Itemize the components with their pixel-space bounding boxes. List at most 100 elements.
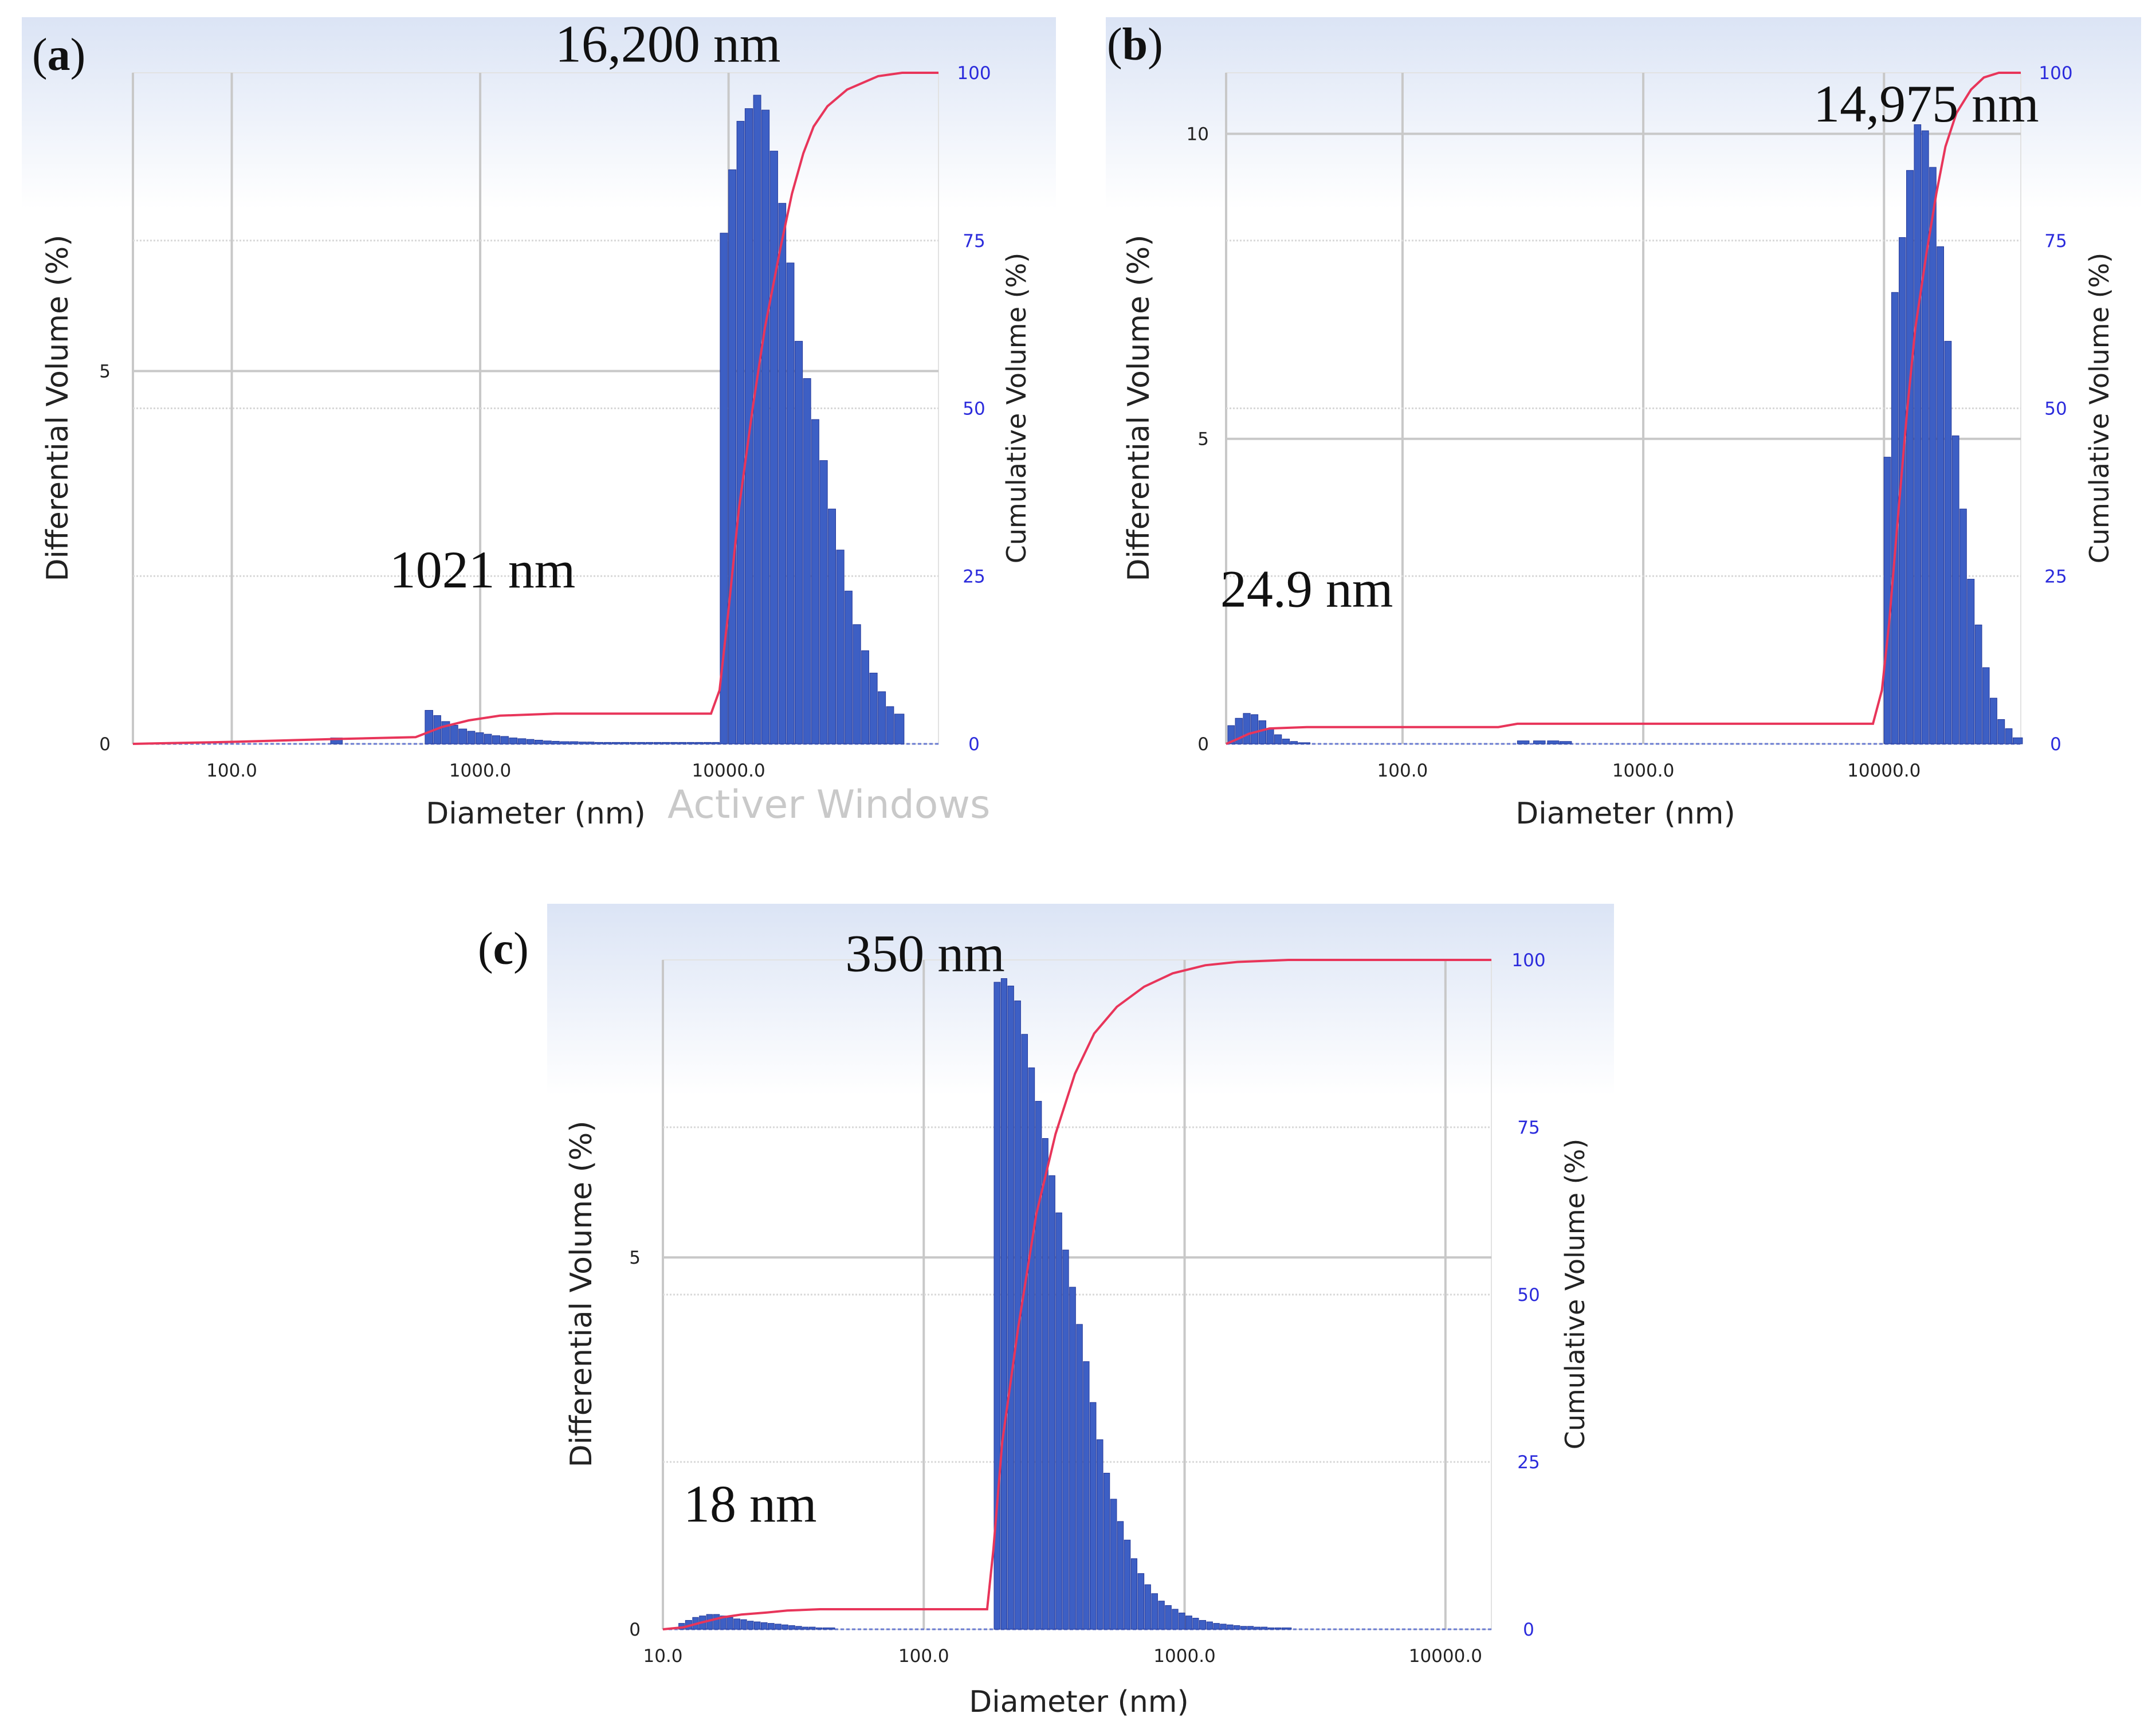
peak-annotation: 1021 nm [390, 540, 576, 599]
histogram-bar [1559, 741, 1572, 744]
y2-tick-label: 0 [1523, 1620, 1534, 1640]
histogram-bar [1227, 1624, 1234, 1630]
histogram-bar [761, 109, 770, 744]
y2-tick-label: 100 [1511, 950, 1545, 971]
histogram-bar [1206, 1621, 1213, 1630]
x-tick-label: 1000.0 [1612, 760, 1674, 781]
histogram-bar [653, 742, 662, 744]
histogram-bar [1042, 1138, 1048, 1630]
histogram-bar [425, 709, 433, 744]
histogram-bar [769, 151, 778, 744]
histogram-bar [795, 1626, 802, 1630]
histogram-bar [1929, 167, 1937, 744]
histogram-bar [1124, 1539, 1131, 1630]
histogram-bar [1282, 738, 1290, 744]
histogram-bar [500, 736, 509, 744]
histogram-bar [861, 650, 869, 744]
y2-tick-label: 100 [957, 63, 991, 84]
y-tick-label: 0 [629, 1620, 641, 1640]
histogram-bar [1990, 697, 1997, 744]
histogram-bar [1137, 1573, 1145, 1630]
histogram-bar [1055, 1212, 1062, 1630]
histogram-bar [760, 1622, 768, 1630]
histogram-bar [695, 742, 704, 744]
histogram-bar [1906, 170, 1914, 744]
histogram-bar [845, 590, 853, 744]
histogram-bar [1997, 719, 2005, 744]
histogram-bar [816, 1627, 823, 1630]
histogram-bar [822, 1627, 835, 1630]
y2-tick-label: 25 [2044, 566, 2067, 587]
panel-header-band [547, 904, 1614, 1096]
cumulative-curve [662, 959, 1491, 1630]
panel-label: (b) [1107, 19, 1163, 70]
histogram-bar [878, 691, 886, 744]
histogram-bar [1298, 742, 1310, 744]
x-tick-label: 100.0 [206, 760, 257, 781]
histogram-bar [753, 1621, 761, 1630]
histogram-bar [740, 1619, 747, 1630]
y2-axis-title: Cumulative Volume (%) [1001, 253, 1032, 563]
histogram-bar [744, 108, 753, 744]
histogram-bar [526, 739, 535, 744]
histogram-bar [1266, 728, 1274, 744]
histogram-bar [726, 1617, 733, 1630]
panel-label: (a) [32, 30, 85, 80]
histogram-bar [886, 706, 894, 744]
histogram-bar [1192, 1618, 1199, 1630]
y-tick-label: 0 [99, 734, 111, 755]
histogram-bar [1007, 985, 1014, 1630]
histogram-bar [484, 734, 492, 744]
histogram-bar [1090, 1402, 1097, 1630]
histogram-bar [808, 1626, 816, 1630]
histogram-bar [1274, 1627, 1282, 1630]
histogram-bar [1959, 508, 1967, 744]
peak-annotation: 14,975 nm [1813, 75, 2039, 133]
x-tick-label: 1000.0 [1153, 1646, 1215, 1667]
panel-header-band [1106, 17, 2141, 209]
histogram-bar [1048, 1175, 1055, 1630]
histogram-bar [853, 624, 861, 744]
histogram-bar [1185, 1616, 1192, 1630]
histogram-bar [1028, 1067, 1035, 1630]
peak-annotation: 16,200 nm [555, 14, 781, 73]
histogram-bar [1035, 1101, 1042, 1630]
histogram-bar [1967, 579, 1975, 744]
y-axis-title: Differential Volume (%) [1122, 234, 1156, 581]
chart-panel: 100.0 1000.0 10000.005100255075100Diameter… [1106, 17, 2141, 831]
histogram-bar [819, 460, 828, 744]
cumulative-curve [1226, 72, 2021, 745]
histogram-bar [1944, 340, 1952, 744]
histogram-bar [794, 340, 803, 744]
histogram-bar [811, 419, 819, 744]
histogram-bar [1151, 1593, 1158, 1630]
histogram-bar [781, 1624, 788, 1630]
histogram-bar [475, 732, 484, 744]
histogram-bar [1951, 435, 1959, 744]
histogram-bar [1199, 1620, 1207, 1630]
peak-annotation: 24.9 nm [1220, 559, 1393, 618]
histogram-bar [747, 1621, 754, 1630]
histogram-bar [1517, 740, 1530, 744]
histogram-bar [1982, 667, 1990, 744]
histogram-bar [1243, 713, 1251, 744]
histogram-bar [1260, 1626, 1268, 1630]
histogram-bar [686, 742, 695, 744]
x-tick-label: 10000.0 [1409, 1646, 1482, 1667]
histogram-bar [869, 672, 878, 744]
x-tick-label: 10.0 [643, 1646, 682, 1667]
histogram-bar [517, 738, 527, 744]
histogram-bar [587, 742, 595, 744]
y2-tick-label: 0 [968, 734, 980, 755]
histogram-bar [1974, 624, 1982, 744]
histogram-bar [1240, 1626, 1247, 1630]
histogram-bar [1110, 1499, 1117, 1630]
histogram-bar [1234, 1625, 1240, 1630]
histogram-bar [1144, 1584, 1151, 1630]
histogram-bar [894, 713, 905, 744]
chart-panel: 10.0 100.0 1000.0 10000.0050255075100Diamet… [478, 904, 1614, 1719]
histogram-bar [733, 1618, 741, 1630]
histogram-bar [1274, 734, 1282, 744]
histogram-bar [1103, 1472, 1110, 1630]
